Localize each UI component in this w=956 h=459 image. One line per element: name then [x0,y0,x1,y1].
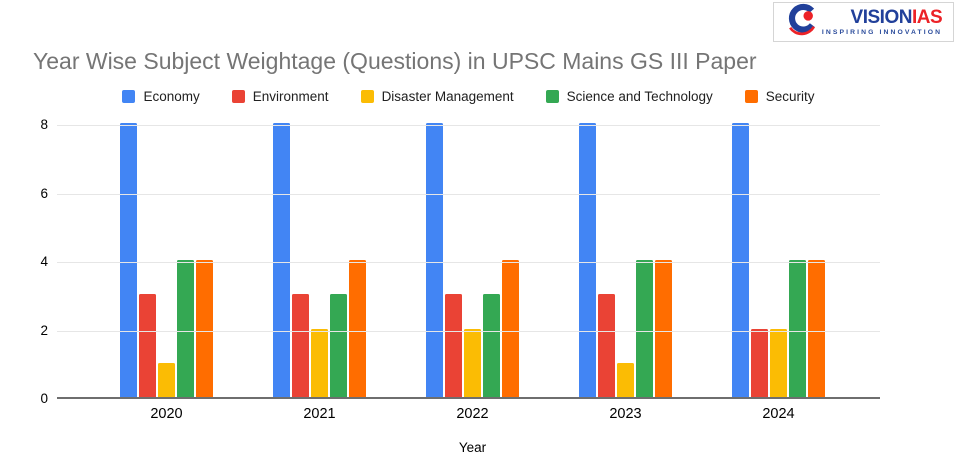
x-axis-tick-label: 2022 [456,406,489,422]
bar [196,260,213,397]
legend-swatch [231,89,245,103]
bar [464,328,481,397]
bar [751,328,768,397]
x-axis-tick-label: 2021 [303,406,336,422]
bar-group-2020 [90,123,243,397]
bar [655,260,672,397]
legend-item: Science and Technology [545,88,713,104]
gridline [57,330,880,332]
chart-title: Year Wise Subject Weightage (Questions) … [33,48,757,74]
bar-group-2021 [243,123,396,397]
bar [177,260,194,397]
y-axis-labels: 0 2 4 6 8 [0,0,48,459]
legend-item: Economy [122,88,200,104]
bar-group-2022 [396,123,549,397]
bar [579,123,596,397]
bar [120,123,137,397]
bar [273,123,290,397]
bar [770,328,787,397]
bar [808,260,825,397]
bar [598,294,615,397]
legend: Economy Environment Disaster Management Sci… [57,86,880,106]
x-axis-tick-label: 2023 [609,406,642,422]
bar-group-2023 [549,123,702,397]
bar [158,362,175,397]
bar [311,328,328,397]
bar [349,260,366,397]
logo-brand-primary: VISION [850,7,913,28]
legend-item-label: Science and Technology [566,88,713,104]
x-axis-tick-label: 2020 [150,406,183,422]
legend-swatch [122,89,136,103]
bar [483,294,500,397]
x-axis-title: Year [458,440,487,455]
bar [636,260,653,397]
bar [292,294,309,397]
bar-group-2024 [702,123,855,397]
y-axis-tick-label: 2 [40,322,48,338]
bar [139,294,156,397]
y-axis-tick-label: 8 [40,117,48,132]
bar [445,294,462,397]
legend-item-label: Disaster Management [381,88,514,104]
legend-swatch [360,89,374,103]
x-axis-tick-label: 2024 [762,406,795,422]
logo-brand-secondary: IAS [911,7,943,28]
bar [330,294,347,397]
legend-item-label: Environment [252,88,329,104]
gridline [57,193,880,195]
legend-item-label: Economy [143,88,200,104]
logo-tagline: INSPIRING INNOVATION [821,29,943,36]
legend-item: Security [744,88,815,104]
category-band [90,123,855,397]
legend-swatch [744,89,758,103]
bar [789,260,806,397]
y-axis-tick-label: 0 [40,391,48,406]
gridline [57,262,880,263]
legend-swatch [545,89,559,103]
visionias-logo: VISIONIAS INSPIRING INNOVATION [773,2,954,42]
y-axis-tick-label: 4 [40,254,48,269]
bar [426,123,443,397]
bar [502,260,519,397]
logo-brand-name: VISIONIAS [851,8,943,27]
legend-item: Disaster Management [360,88,514,104]
bar [732,123,749,397]
legend-item-label: Security [765,88,815,104]
bar [617,362,634,397]
gridline [57,125,880,126]
y-axis-tick-label: 6 [40,185,48,201]
logo-eye-icon [785,3,818,41]
x-axis-labels: 2020 2021 2022 2023 2024 [90,406,855,422]
legend-item: Environment [231,88,329,104]
plot-area [57,123,880,399]
